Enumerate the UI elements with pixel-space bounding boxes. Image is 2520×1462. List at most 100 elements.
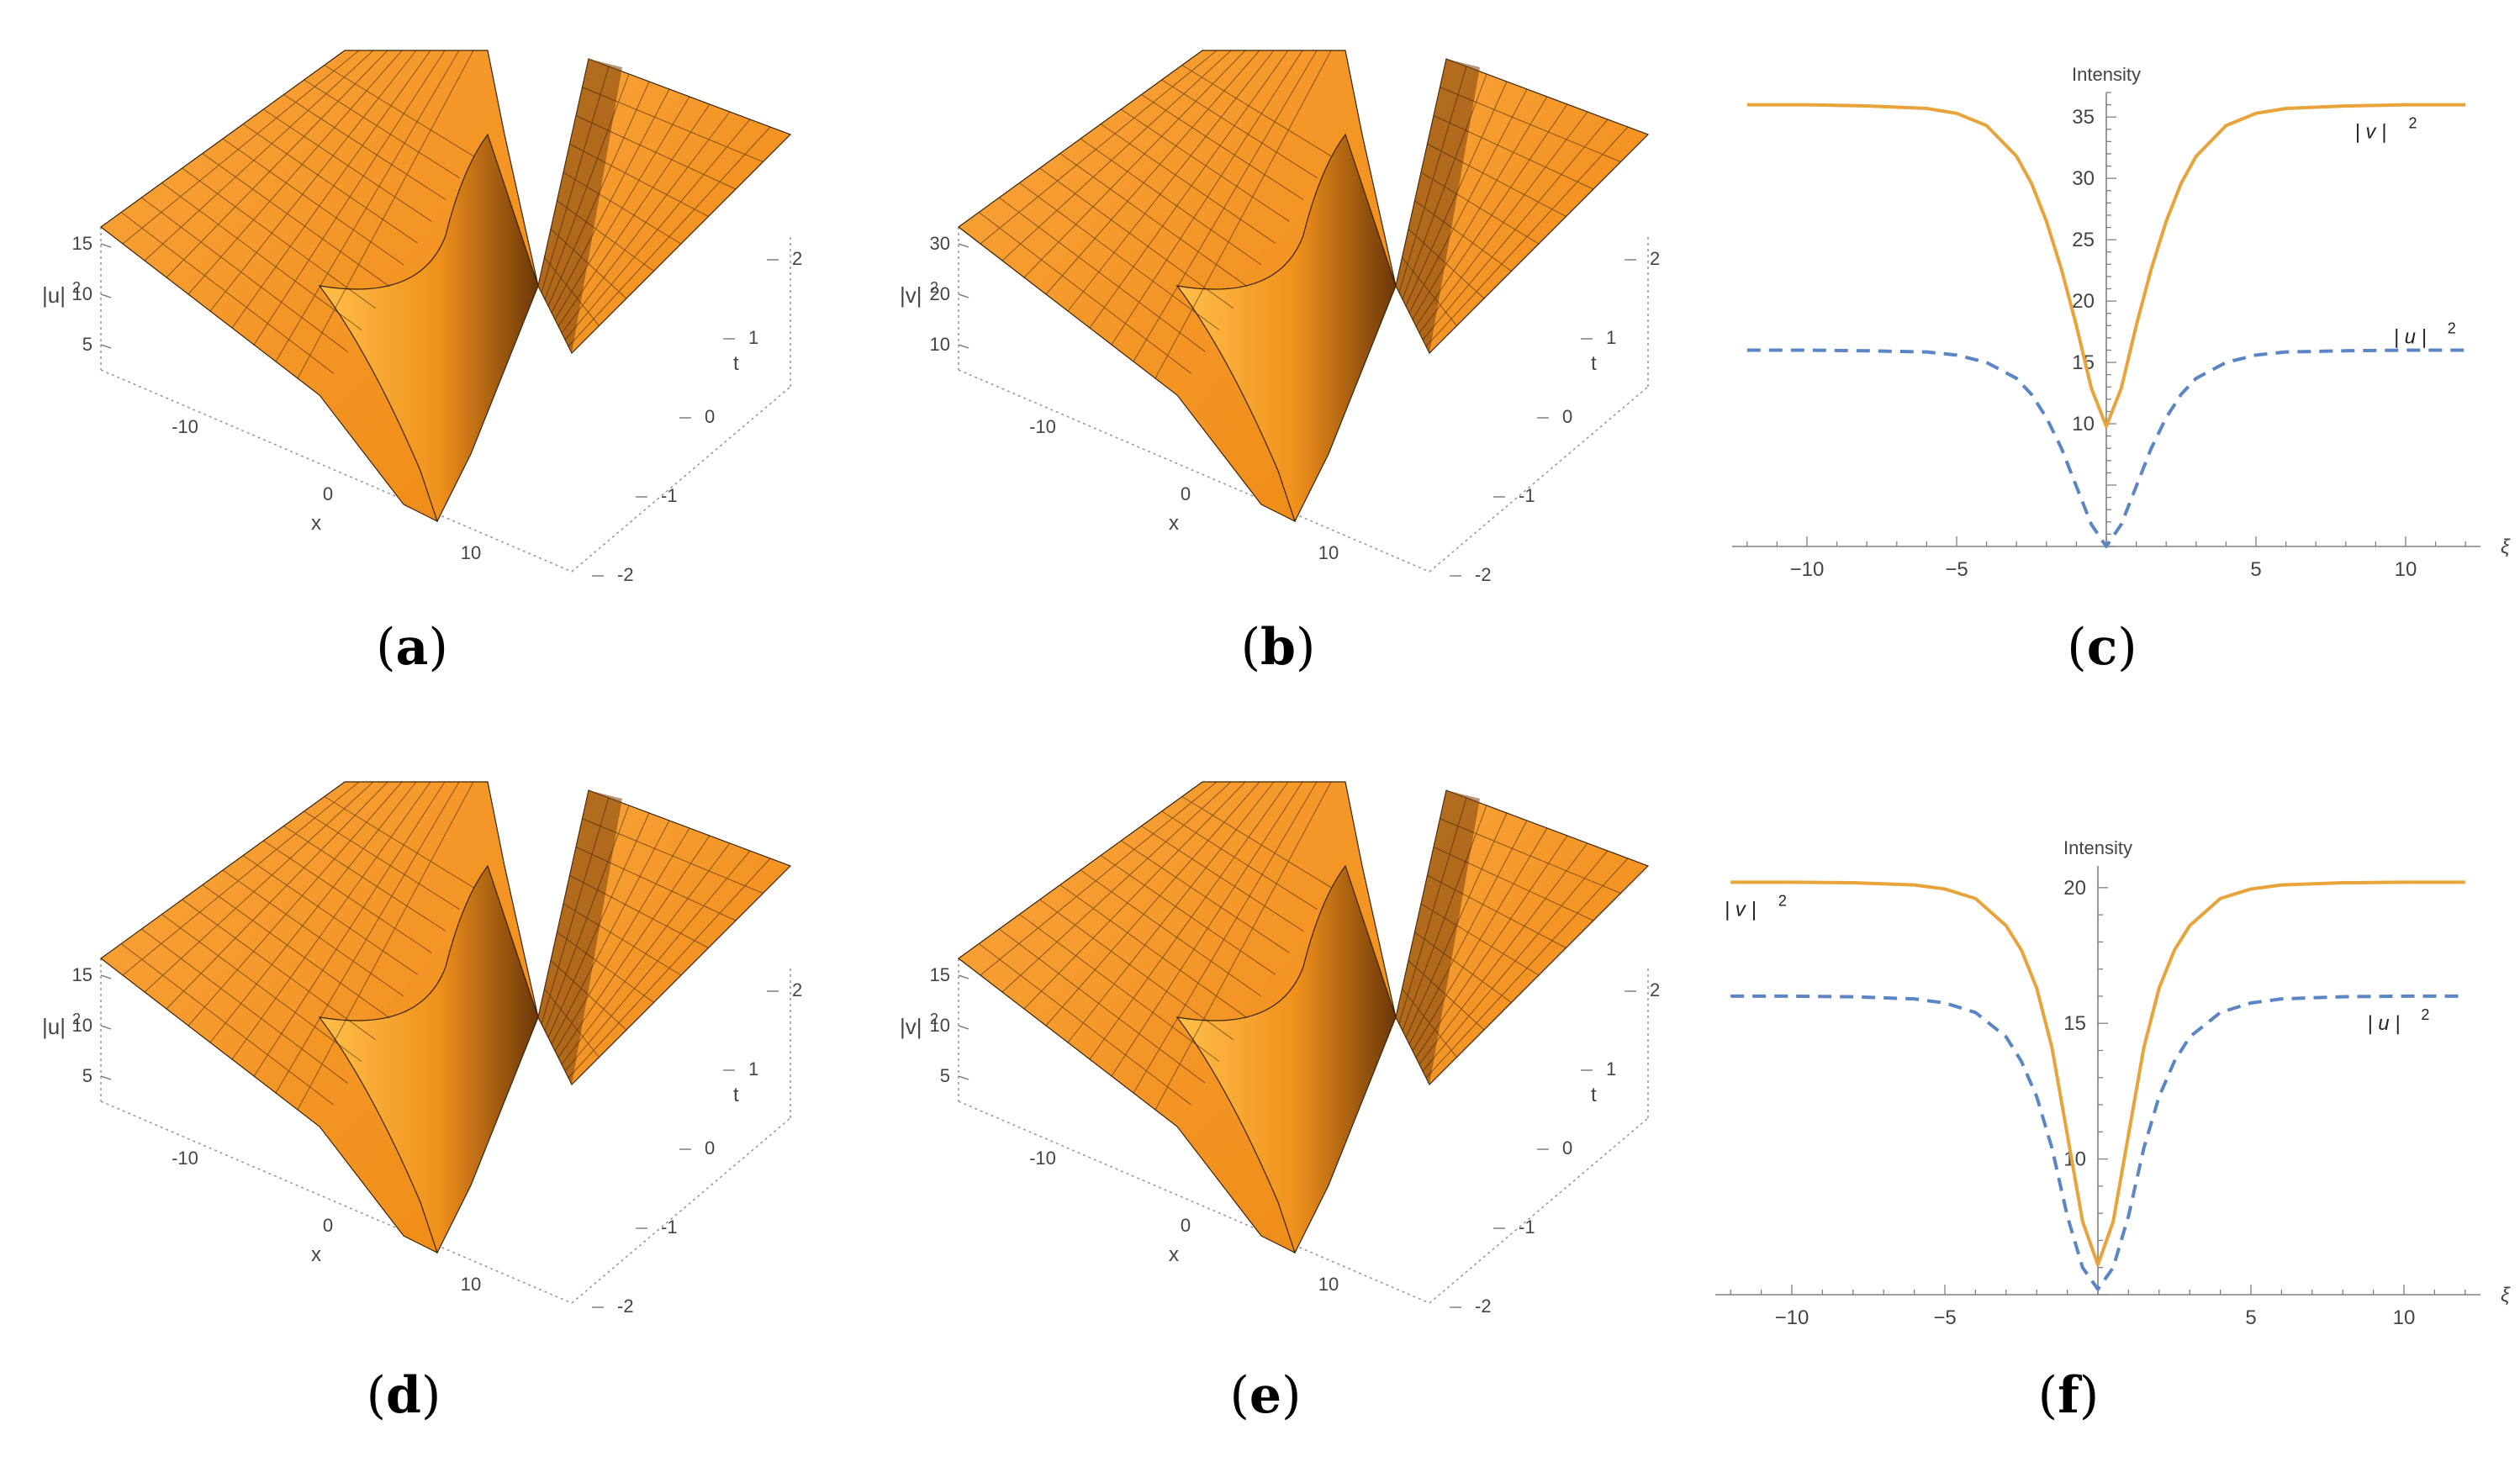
- t-tick-label: -1: [661, 1217, 678, 1238]
- z-tick-label: 10: [72, 1015, 92, 1036]
- axes-box: [100, 227, 791, 573]
- x-tick-label: 10: [461, 542, 481, 563]
- axes: [1732, 92, 2480, 547]
- axes: [1715, 866, 2480, 1296]
- x-tick-label: 0: [323, 483, 333, 504]
- t-tick-label: 2: [1650, 979, 1660, 1000]
- y-tick-label: 35: [2072, 106, 2095, 129]
- z-ticks: 15 10 5: [72, 233, 112, 355]
- surface-plot-e: 15 10 5 |v| 2 -10 0 10 x 2 1 0 -1 -2 t: [900, 765, 1682, 1320]
- x-tick-label: 10: [461, 1274, 481, 1295]
- surface-mesh: [99, 50, 792, 523]
- t-tick-label: -1: [1519, 1217, 1535, 1238]
- y-tick-label: 10: [2072, 413, 2095, 435]
- axes-box: [958, 227, 1649, 573]
- y-tick-label: 15: [2063, 1012, 2086, 1035]
- t-tick-label: 1: [748, 327, 758, 348]
- series-label: | v |: [2354, 121, 2386, 144]
- x-ticks: -10 0 10: [1029, 1148, 1339, 1295]
- x-ticks: -10 0 10: [172, 416, 481, 563]
- y-tick-label: 20: [2063, 877, 2086, 900]
- z-axis-label: |v|: [900, 1014, 922, 1039]
- line-chart-f-svg: −10 −5 5 10 10 15 20 Intensity ξ | v | 2 | u | 2: [1715, 837, 2511, 1329]
- series-label-exponent: 2: [2448, 319, 2456, 336]
- x-axis-label: x: [311, 1243, 321, 1266]
- t-tick-label: 2: [1650, 248, 1660, 269]
- z-axis-label: |u|: [42, 1014, 66, 1039]
- x-tick-label: −10: [1790, 558, 1825, 581]
- t-tick-label: 2: [792, 248, 802, 269]
- caption-a-letter: a: [395, 618, 429, 677]
- x-tick-label: −5: [1945, 558, 1968, 581]
- surface-mesh: [957, 781, 1650, 1254]
- y-tick-label: 25: [2072, 229, 2095, 251]
- t-ticks: 2 1 0 -1 -2: [1450, 979, 1660, 1317]
- t-tick-label: 1: [1606, 327, 1616, 348]
- t-tick-label: 0: [1562, 406, 1572, 427]
- t-ticks: 2 1 0 -1 -2: [1450, 248, 1660, 585]
- t-ticks: 2 1 0 -1 -2: [592, 248, 802, 585]
- series-line-v: [1730, 880, 2465, 1267]
- surface-plot-b: 30 20 10 |v| 2 -10 0 10 x 2 1 0 -1 -2 t: [900, 34, 1682, 588]
- x-tick-label: 0: [323, 1215, 333, 1236]
- series-label-exponent: 2: [2421, 1006, 2429, 1023]
- x-axis-label: x: [1169, 512, 1179, 535]
- z-axis-label-exponent: 2: [930, 1011, 938, 1027]
- z-tick-label: 5: [82, 334, 92, 355]
- t-tick-label: 1: [748, 1058, 758, 1079]
- x-tick-label: -10: [172, 416, 198, 437]
- t-axis-label: t: [733, 352, 739, 375]
- x-tick-label: -10: [1029, 1148, 1056, 1169]
- t-tick-label: 1: [1606, 1058, 1616, 1079]
- z-tick-label: 15: [72, 964, 92, 985]
- z-axis-label-exponent: 2: [72, 279, 81, 296]
- y-tick-label: 10: [2063, 1148, 2086, 1171]
- line-chart-c: −10 −5 5 10 10 15 20 25 30 35 Intensity ξ | v | 2 | u …: [1715, 64, 2514, 605]
- y-tick-label: 20: [2072, 290, 2095, 313]
- caption-c: (c): [2067, 618, 2137, 677]
- x-tick-label: 5: [2250, 558, 2261, 581]
- t-axis-label: t: [1591, 352, 1597, 375]
- x-axis-label: ξ: [2501, 1284, 2511, 1306]
- z-tick-label: 5: [82, 1065, 92, 1086]
- series-label: | u |: [2367, 1012, 2400, 1035]
- z-tick-label: 20: [930, 283, 950, 304]
- z-axis-label-exponent: 2: [930, 279, 938, 296]
- chart-title: Intensity: [2072, 64, 2141, 85]
- line-chart-f: −10 −5 5 10 10 15 20 Intensity ξ | v | 2 | u | 2: [1698, 837, 2514, 1354]
- caption-e: (e): [1229, 1366, 1302, 1425]
- series-label-exponent: 2: [1778, 892, 1787, 909]
- t-ticks: 2 1 0 -1 -2: [592, 979, 802, 1317]
- t-tick-label: -2: [617, 564, 634, 585]
- t-tick-label: -2: [1475, 1296, 1492, 1317]
- series-line-u: [1746, 348, 2466, 548]
- caption-d: (d): [366, 1366, 441, 1425]
- x-axis-label: ξ: [2501, 536, 2511, 558]
- series-label-exponent: 2: [2408, 115, 2417, 132]
- x-ticks: -10 0 10: [172, 1148, 481, 1295]
- surface-mesh: [99, 781, 792, 1254]
- z-tick-label: 10: [72, 283, 92, 304]
- caption-c-letter: c: [2086, 618, 2118, 677]
- z-ticks: 30 20 10: [930, 233, 969, 355]
- x-tick-label: 5: [2245, 1306, 2256, 1329]
- x-tick-label: 10: [2395, 558, 2417, 581]
- surface-mesh: [957, 50, 1650, 523]
- caption-f-letter: f: [2058, 1366, 2079, 1425]
- t-tick-label: 0: [705, 406, 715, 427]
- t-tick-label: -2: [1475, 564, 1492, 585]
- z-axis-label-exponent: 2: [72, 1011, 81, 1027]
- caption-b: (b): [1240, 618, 1316, 677]
- surface-plot-d: 15 10 5 |u| 2 -10 0 10 x 2 1 0 -1 -2 t: [42, 765, 824, 1320]
- series-line-v: [1746, 103, 2466, 428]
- x-tick-label: 10: [1318, 542, 1339, 563]
- x-tick-label: -10: [1029, 416, 1056, 437]
- x-tick-label: −5: [1933, 1306, 1956, 1329]
- z-tick-label: 15: [72, 233, 92, 254]
- caption-d-letter: d: [386, 1366, 421, 1425]
- x-axis-label: x: [311, 512, 321, 535]
